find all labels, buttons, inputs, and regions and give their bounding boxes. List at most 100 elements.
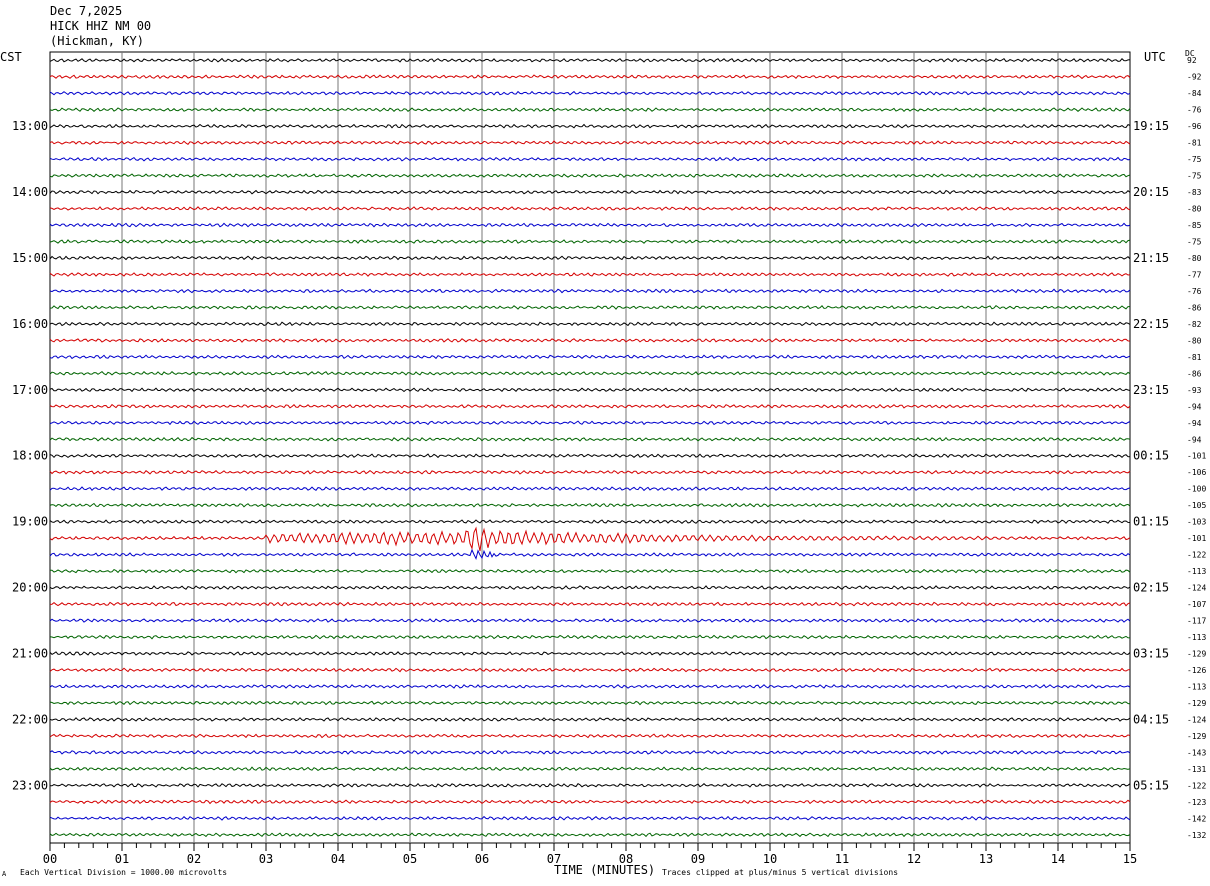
trace-17 — [49, 337, 1131, 343]
trace-10 — [49, 222, 1131, 228]
x-tick-label: 05 — [403, 852, 417, 866]
left-hour-label: 17:00 — [12, 383, 48, 397]
right-hour-label: 03:15 — [1133, 646, 1169, 660]
dc-offset-label: -143 — [1187, 748, 1206, 757]
x-tick-label: 11 — [835, 852, 849, 866]
left-hour-label: 22:00 — [12, 712, 48, 726]
x-tick-label: 13 — [979, 852, 993, 866]
trace-24 — [49, 453, 1131, 459]
dc-offset-label: -76 — [1187, 106, 1202, 115]
trace-1 — [49, 74, 1131, 80]
trace-16 — [49, 321, 1131, 327]
trace-8 — [49, 189, 1131, 195]
dc-offset-label: -123 — [1187, 798, 1206, 807]
trace-21 — [49, 403, 1131, 409]
dc-offset-label: -75 — [1187, 238, 1202, 247]
trace-37 — [49, 667, 1131, 673]
trace-33 — [49, 601, 1131, 607]
right-hour-label: 05:15 — [1133, 778, 1169, 792]
x-tick-label: 12 — [907, 852, 921, 866]
dc-offset-label: -83 — [1187, 188, 1202, 197]
trace-7 — [49, 173, 1131, 179]
trace-13 — [49, 272, 1131, 277]
x-tick-label: 01 — [115, 852, 129, 866]
left-hour-label: 19:00 — [12, 515, 48, 529]
trace-35 — [49, 634, 1131, 640]
trace-44 — [49, 782, 1131, 788]
dc-header-label: DC — [1185, 49, 1195, 58]
dc-offset-label: -100 — [1187, 485, 1206, 494]
dc-offset-label: -126 — [1187, 666, 1206, 675]
trace-26 — [49, 486, 1131, 492]
trace-31 — [50, 568, 1131, 574]
plot-frame — [49, 51, 1131, 844]
x-tick-label: 10 — [763, 852, 777, 866]
trace-47 — [49, 832, 1131, 838]
trace-18 — [49, 354, 1131, 360]
trace-29 — [49, 526, 1131, 552]
dc-offset-label: -124 — [1187, 715, 1206, 724]
trace-40 — [49, 717, 1131, 722]
header-date: Dec 7,2025 — [50, 4, 123, 18]
right-hour-label: 22:15 — [1133, 317, 1169, 331]
dc-offset-label: -101 — [1187, 452, 1206, 461]
trace-11 — [49, 239, 1131, 244]
dc-offset-label: -132 — [1187, 831, 1206, 840]
dc-offset-label: -82 — [1187, 320, 1202, 329]
dc-offset-label: -81 — [1187, 353, 1202, 362]
left-hour-label: 14:00 — [12, 185, 48, 199]
trace-9 — [49, 206, 1131, 211]
trace-28 — [49, 519, 1131, 524]
right-hour-label: 21:15 — [1133, 251, 1169, 265]
trace-25 — [49, 469, 1131, 475]
trace-43 — [49, 766, 1131, 772]
dc-offset-label: -92 — [1187, 73, 1202, 82]
dc-offset-label: -96 — [1187, 122, 1202, 131]
trace-22 — [49, 420, 1131, 426]
trace-23 — [49, 436, 1131, 442]
right-hour-label: 19:15 — [1133, 119, 1169, 133]
right-hour-label: 23:15 — [1133, 383, 1169, 397]
x-tick-label: 06 — [475, 852, 489, 866]
dc-offset-label: -129 — [1187, 649, 1206, 658]
trace-30 — [49, 548, 1131, 561]
dc-offset-label: -85 — [1187, 221, 1202, 230]
trace-2 — [49, 90, 1131, 96]
header-station: HICK HHZ NM 00 — [50, 19, 152, 33]
dc-offset-label: -117 — [1187, 617, 1206, 626]
trace-38 — [49, 684, 1131, 689]
trace-41 — [49, 733, 1131, 739]
trace-36 — [49, 651, 1131, 656]
x-tick-label: 04 — [331, 852, 345, 866]
trace-4 — [49, 123, 1131, 129]
dc-offset-label: -94 — [1187, 419, 1202, 428]
right-timezone-label: UTC — [1144, 50, 1166, 64]
scale-note: Each Vertical Division = 1000.00 microvo… — [20, 868, 228, 877]
left-hour-label: 20:00 — [12, 581, 48, 595]
trace-15 — [49, 305, 1130, 310]
dc-offset-label: -107 — [1187, 600, 1206, 609]
trace-32 — [49, 585, 1131, 590]
dc-offset-label: -86 — [1187, 303, 1202, 312]
left-hour-label: 23:00 — [12, 778, 48, 792]
x-tick-label: 07 — [547, 852, 561, 866]
x-tick-label: 15 — [1123, 852, 1137, 866]
trace-45 — [49, 799, 1131, 805]
dc-offset-label: -122 — [1187, 781, 1206, 790]
trace-3 — [49, 107, 1131, 113]
dc-offset-label: -76 — [1187, 287, 1202, 296]
dc-offset-label: 92 — [1187, 56, 1197, 65]
x-tick-label: 02 — [187, 852, 201, 866]
x-tick-label: 03 — [259, 852, 273, 866]
right-hour-label: 01:15 — [1133, 515, 1169, 529]
x-tick-label: 09 — [691, 852, 705, 866]
x-axis-title: TIME (MINUTES) — [554, 863, 656, 877]
dc-offset-label: -129 — [1187, 732, 1206, 741]
dc-offset-label: -113 — [1187, 633, 1206, 642]
corner-mark: A — [2, 870, 7, 878]
dc-offset-label: -80 — [1187, 205, 1202, 214]
dc-offset-label: -77 — [1187, 270, 1202, 279]
trace-20 — [49, 387, 1131, 393]
trace-42 — [49, 749, 1131, 755]
